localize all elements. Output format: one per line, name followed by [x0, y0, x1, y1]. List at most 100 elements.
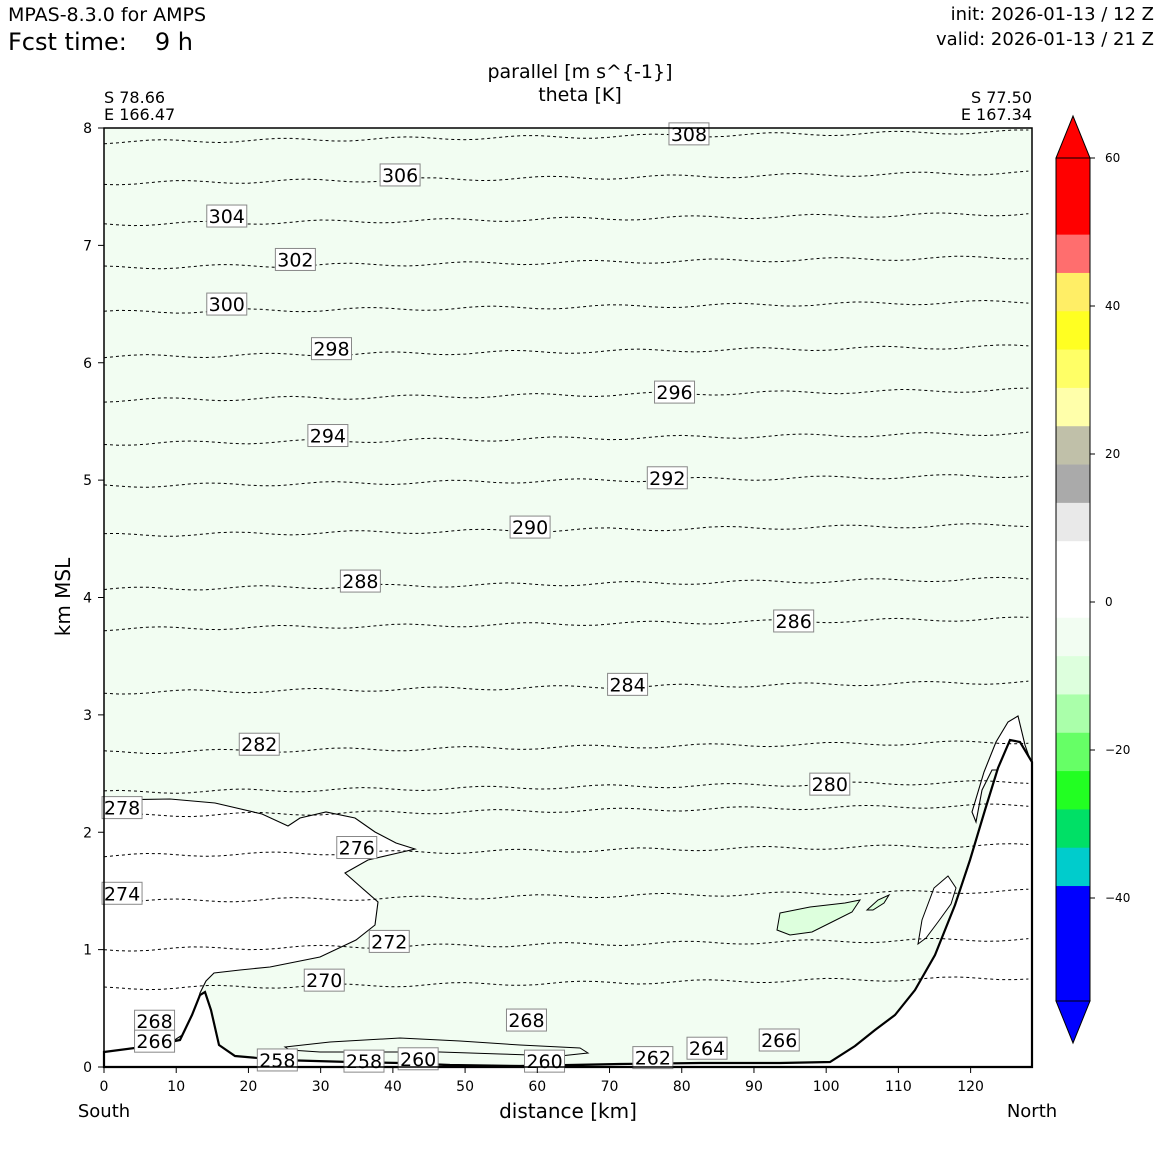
theta-contour-298 — [103, 344, 1029, 359]
y-tick-label: 6 — [83, 356, 92, 372]
colorbar-tick-label: 60 — [1105, 151, 1120, 165]
end-lat: S 77.50 — [971, 88, 1032, 107]
colorbar-segment — [1056, 656, 1090, 695]
colorbar-segment — [1056, 426, 1090, 466]
theta-contour-286 — [103, 616, 1029, 632]
theta-contour-292 — [103, 474, 1029, 488]
theta-label-box — [310, 337, 352, 361]
start-lat: S 78.66 — [104, 88, 165, 107]
x-tick-label: 10 — [167, 1079, 185, 1095]
theta-label-274: 274 — [104, 883, 140, 905]
theta-label-288: 288 — [342, 571, 378, 593]
y-axis: 0 1 2 3 4 5 6 7 8 — [83, 121, 104, 1076]
theta-label-box — [809, 772, 851, 796]
theta-label-box — [773, 609, 815, 633]
theta-contour-272 — [103, 937, 1029, 952]
colorbar-tick-label: 0 — [1105, 595, 1113, 609]
theta-label-286: 286 — [776, 611, 812, 633]
theta-contour-274 — [103, 888, 1029, 904]
y-tick-label: 8 — [83, 121, 92, 137]
theta-label-296: 296 — [656, 382, 692, 404]
theta-label-292: 292 — [649, 468, 685, 490]
colorbar-segment — [1056, 541, 1090, 580]
theta-label-box — [758, 1028, 800, 1052]
theta-label-308: 308 — [671, 124, 707, 146]
start-lon: E 166.47 — [104, 105, 175, 124]
theta-label-box — [509, 515, 551, 539]
colorbar-frame — [1055, 157, 1091, 1002]
colorbar-extend-bottom — [1055, 1000, 1091, 1045]
x-tick-label: 100 — [813, 1079, 840, 1095]
colorbar-extend-top — [1055, 114, 1091, 159]
theta-label-box — [607, 672, 649, 696]
y-tick-label: 5 — [83, 473, 92, 489]
y-tick-label: 1 — [83, 943, 92, 959]
theta-contour-306 — [103, 170, 1029, 186]
theta-label-box — [686, 1036, 728, 1060]
theta-label-box — [646, 466, 688, 490]
theta-contour-288 — [103, 576, 1029, 591]
theta-label-box — [632, 1046, 674, 1070]
theta-contour-300 — [103, 299, 1029, 314]
forecast-time: Fcst time: 9 h — [8, 28, 193, 56]
theta-label-258: 258 — [259, 1050, 295, 1072]
theta-label-300: 300 — [209, 294, 245, 316]
y-axis-label: km MSL — [51, 557, 75, 636]
theta-label-box — [505, 1008, 547, 1032]
colorbar-segment — [1056, 464, 1090, 504]
colorbar-segment — [1056, 502, 1090, 542]
x-tick-label: 110 — [885, 1079, 912, 1095]
x-tick-label: 20 — [240, 1079, 258, 1095]
theta-contour-270 — [103, 976, 1029, 991]
colorbar: 60 40 20 0 −20 −40 — [1055, 114, 1130, 1045]
colorbar-segment — [1056, 272, 1090, 312]
colorbar-segment — [1056, 234, 1090, 274]
theta-label-258: 258 — [346, 1051, 382, 1073]
theta-label-box — [101, 796, 143, 820]
colorbar-segment — [1056, 809, 1090, 849]
end-lon: E 167.34 — [961, 105, 1032, 124]
theta-label-266: 266 — [136, 1031, 172, 1053]
x-tick-label: 90 — [745, 1079, 763, 1095]
theta-label-266: 266 — [761, 1030, 797, 1052]
chart-title-line1: parallel [m s^{-1}] — [487, 61, 672, 83]
y-tick-label: 7 — [83, 238, 92, 254]
theta-contour-labels: 308 306 304 302 300 298 296 294 292 290 288 286 284 2… — [101, 122, 851, 1073]
theta-label-264: 264 — [689, 1038, 725, 1060]
theta-label-box — [101, 881, 143, 905]
theta-label-box — [206, 292, 248, 316]
theta-label-260: 260 — [526, 1051, 562, 1073]
theta-contour-302 — [103, 255, 1029, 270]
colorbar-segment — [1056, 924, 1090, 964]
colorbar-segment — [1056, 579, 1090, 619]
theta-label-284: 284 — [609, 674, 645, 696]
colorbar-tick-label: −20 — [1105, 743, 1130, 757]
colorbar-segment — [1056, 962, 1090, 1002]
theta-contour-284 — [103, 680, 1029, 695]
theta-contour-304 — [103, 212, 1029, 227]
terrain-surface — [102, 738, 1034, 1069]
colorbar-segment — [1056, 158, 1090, 197]
theta-label-270: 270 — [306, 970, 342, 992]
theta-label-box — [336, 836, 378, 860]
colorbar-segment — [1056, 732, 1090, 772]
theta-label-268: 268 — [508, 1010, 544, 1032]
colorbar-segment — [1056, 387, 1090, 427]
colorbar-segment — [1056, 771, 1090, 810]
theta-label-298: 298 — [313, 339, 349, 361]
init-time: init: 2026-01-13 / 12 Z — [950, 4, 1154, 25]
theta-label-box — [397, 1047, 439, 1071]
x-tick-label: 40 — [384, 1079, 402, 1095]
colorbar-segment — [1056, 349, 1090, 389]
wind-patch-1 — [776, 899, 862, 936]
colorbar-segment — [1056, 196, 1090, 236]
colorbar-segment — [1056, 311, 1090, 351]
x-tick-label: 80 — [673, 1079, 691, 1095]
theta-label-box — [654, 380, 696, 404]
theta-label-280: 280 — [812, 774, 848, 796]
theta-label-262: 262 — [635, 1048, 671, 1070]
theta-label-box — [368, 929, 410, 953]
y-tick-label: 0 — [83, 1060, 92, 1076]
colorbar-segment — [1056, 847, 1090, 887]
model-label: MPAS-8.3.0 for AMPS — [8, 4, 207, 26]
